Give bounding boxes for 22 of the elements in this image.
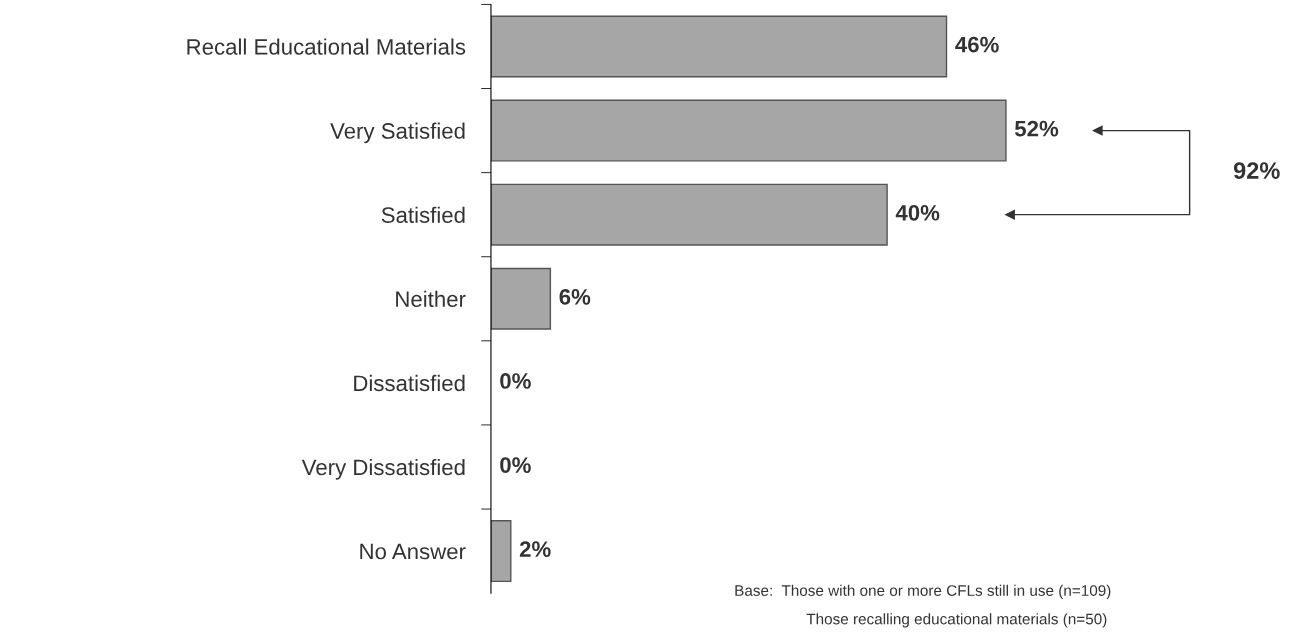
y-tick-label: Dissatisfied	[354, 374, 465, 392]
y-tick-label: Satisfied	[381, 206, 465, 223]
data-label: 52%	[1014, 120, 1059, 137]
bar	[490, 267, 552, 330]
bar	[490, 15, 948, 78]
data-label: 40%	[895, 204, 940, 221]
y-tick-label: Recall Educational Materials	[187, 38, 466, 55]
bar	[490, 520, 512, 583]
annotation: Base: Those with one or more CFLs still in use (n=109)	[735, 584, 1111, 599]
data-label: 2%	[519, 541, 551, 557]
data-label: 6%	[559, 289, 591, 305]
data-label: 0%	[500, 457, 531, 473]
y-tick-label: Very Satisfied	[330, 122, 465, 144]
y-tick-label: Neither	[396, 290, 466, 308]
data-label: 0%	[500, 373, 531, 389]
text: 92%	[1233, 162, 1280, 179]
bar	[490, 183, 888, 246]
bar	[490, 99, 1007, 162]
y-tick-label: Very Dissatisfied	[301, 458, 465, 480]
text: Those recalling educational materials (n=50)	[806, 613, 1107, 628]
data-label: 46%	[955, 36, 999, 53]
y-tick-label: No Answer	[360, 543, 466, 560]
